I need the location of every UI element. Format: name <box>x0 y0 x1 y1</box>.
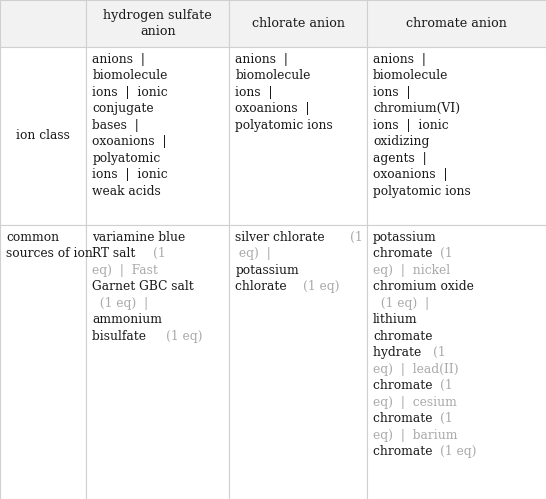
Text: anions  |
biomolecule
ions  |  ionic
conjugate
bases  |
oxoanions  |
polyatomic
: anions | biomolecule ions | ionic conjug… <box>92 53 168 198</box>
Text: (1: (1 <box>440 247 453 260</box>
Text: chromate: chromate <box>373 379 440 392</box>
Text: (1 eq)  |: (1 eq) | <box>92 296 149 309</box>
Bar <box>86 0 229 47</box>
Text: anions  |
biomolecule
ions  |
chromium(VI)
ions  |  ionic
oxidizing
agents  |
ox: anions | biomolecule ions | chromium(VI)… <box>373 53 471 198</box>
Text: silver chlorate: silver chlorate <box>235 231 333 244</box>
Text: chromate: chromate <box>373 329 432 342</box>
Text: hydrogen sulfate
anion: hydrogen sulfate anion <box>103 9 212 38</box>
Text: ion class: ion class <box>16 129 70 142</box>
Text: anions  |
biomolecule
ions  |
oxoanions  |
polyatomic ions: anions | biomolecule ions | oxoanions | … <box>235 53 333 132</box>
Bar <box>86 225 229 499</box>
Text: chromate anion: chromate anion <box>406 17 507 30</box>
Bar <box>367 0 546 47</box>
Bar <box>229 225 367 499</box>
Text: chromium oxide: chromium oxide <box>373 280 474 293</box>
Bar <box>367 225 546 499</box>
Text: eq)  |  cesium: eq) | cesium <box>373 396 457 409</box>
Bar <box>0 47 86 225</box>
Text: (1 eq): (1 eq) <box>166 329 203 342</box>
Text: common
sources of ion: common sources of ion <box>6 231 93 260</box>
Text: Garnet GBC salt: Garnet GBC salt <box>92 280 194 293</box>
Text: eq)  |  barium: eq) | barium <box>373 429 458 442</box>
Text: ammonium: ammonium <box>92 313 162 326</box>
Text: potassium: potassium <box>235 263 299 276</box>
Text: (1: (1 <box>440 412 453 425</box>
Text: eq)  |  nickel: eq) | nickel <box>373 263 450 276</box>
Bar <box>229 47 367 225</box>
Bar <box>229 0 367 47</box>
Text: potassium: potassium <box>373 231 437 244</box>
Bar <box>0 0 86 47</box>
Text: eq)  |  Fast: eq) | Fast <box>92 263 158 276</box>
Text: (1: (1 <box>434 346 446 359</box>
Text: chromate: chromate <box>373 412 440 425</box>
Bar <box>0 225 86 499</box>
Text: chromate: chromate <box>373 247 440 260</box>
Text: (1 eq): (1 eq) <box>440 445 477 458</box>
Text: chlorate: chlorate <box>235 280 295 293</box>
Text: RT salt: RT salt <box>92 247 144 260</box>
Bar <box>367 47 546 225</box>
Text: eq)  |: eq) | <box>235 247 271 260</box>
Text: (1 eq)  |: (1 eq) | <box>373 296 429 309</box>
Text: chromate: chromate <box>373 445 440 458</box>
Text: (1: (1 <box>153 247 165 260</box>
Text: variamine blue: variamine blue <box>92 231 186 244</box>
Text: (1 eq): (1 eq) <box>302 280 339 293</box>
Text: (1: (1 <box>349 231 362 244</box>
Text: (1: (1 <box>440 379 453 392</box>
Text: chlorate anion: chlorate anion <box>252 17 345 30</box>
Text: bisulfate: bisulfate <box>92 329 154 342</box>
Text: hydrate: hydrate <box>373 346 429 359</box>
Bar <box>86 47 229 225</box>
Text: lithium: lithium <box>373 313 418 326</box>
Text: eq)  |  lead(II): eq) | lead(II) <box>373 363 459 376</box>
